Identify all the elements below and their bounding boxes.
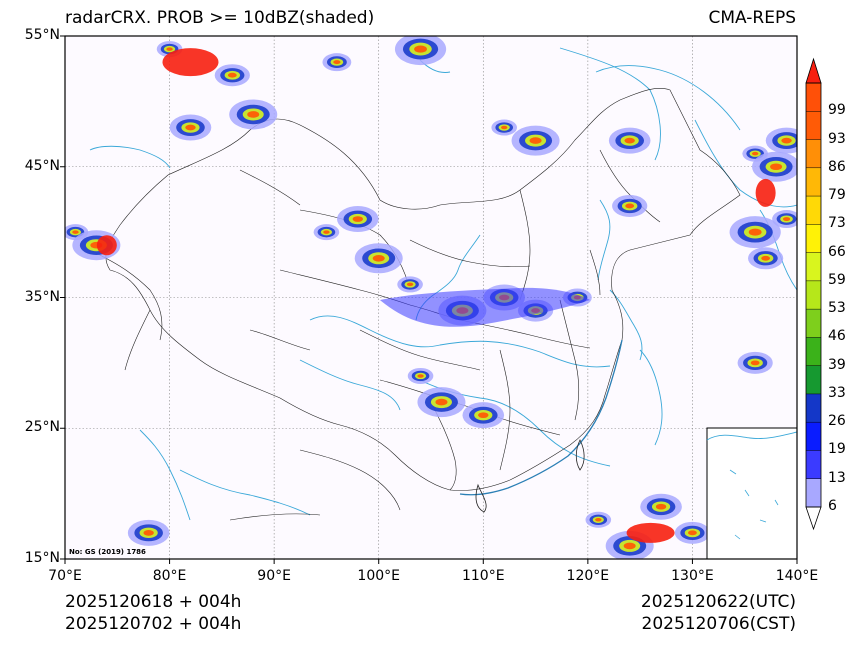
shade-peak <box>595 518 601 522</box>
colorbar-segment <box>806 224 821 252</box>
shade-peak <box>751 360 760 365</box>
colorbar-label: 93 <box>828 131 846 147</box>
latitude-label: 25°N <box>8 419 60 435</box>
shade-max <box>97 235 117 255</box>
shade-peak <box>166 47 172 51</box>
shade-peak <box>333 60 340 64</box>
colorbar-label: 86 <box>828 159 846 175</box>
colorbar-label: 99 <box>828 102 846 118</box>
shade-peak <box>323 230 329 234</box>
shade-peak <box>781 138 791 144</box>
valid-time-utc: 2025120622(UTC) <box>641 592 796 612</box>
shade-peak <box>501 126 507 130</box>
colorbar-segment <box>806 111 821 139</box>
longitude-label: 120°E <box>567 568 610 584</box>
shade-peak <box>770 163 782 170</box>
colorbar-segment <box>806 366 821 394</box>
longitude-label: 110°E <box>462 568 505 584</box>
latitude-label: 35°N <box>8 289 60 305</box>
shade-peak <box>373 255 385 262</box>
shade-peak <box>752 152 758 156</box>
shade-max <box>756 179 776 207</box>
shade-peak <box>624 138 634 144</box>
shade-peak <box>625 204 634 209</box>
shade-peak <box>72 230 78 234</box>
shade-peak <box>761 256 770 261</box>
shade-max <box>162 48 218 76</box>
colorbar-segment <box>806 83 821 111</box>
colorbar-label: 6 <box>828 498 837 514</box>
shade-peak <box>478 412 488 418</box>
south-china-sea-inset <box>707 428 797 559</box>
longitude-label: 100°E <box>357 568 400 584</box>
colorbar-segment <box>806 337 821 365</box>
colorbar-label: 33 <box>828 385 846 401</box>
init-time-cst: 2025120702 + 004h <box>65 614 241 634</box>
latitude-label: 15°N <box>8 550 60 566</box>
colorbar-label: 13 <box>828 470 846 486</box>
colorbar-top-arrow <box>806 59 821 83</box>
shade-peak <box>353 216 363 222</box>
longitude-label: 90°E <box>257 568 291 584</box>
colorbar-label: 59 <box>828 272 846 288</box>
shade-peak <box>417 374 423 378</box>
shade-peak <box>783 217 790 221</box>
init-time-utc: 2025120618 + 004h <box>65 592 241 612</box>
colorbar-segment <box>806 394 821 422</box>
shade-peak <box>414 46 427 53</box>
colorbar-label: 39 <box>828 357 846 373</box>
shade-peak <box>407 283 413 287</box>
longitude-label: 140°E <box>776 568 819 584</box>
colorbar-label: 19 <box>828 441 846 457</box>
shade-peak <box>624 543 636 550</box>
colorbar-bottom-arrow <box>806 507 821 529</box>
shade-peak <box>143 530 153 536</box>
colorbar-label: 26 <box>828 413 846 429</box>
colorbar-segment <box>806 309 821 337</box>
latitude-label: 55°N <box>8 27 60 43</box>
colorbar-label: 73 <box>828 215 846 231</box>
map-approval-note: No: GS (2019) 1786 <box>69 548 146 556</box>
shade-peak <box>749 229 762 236</box>
longitude-label: 130°E <box>671 568 714 584</box>
shade-peak <box>435 399 447 406</box>
colorbar-label: 79 <box>828 187 846 203</box>
longitude-label: 70°E <box>48 568 82 584</box>
shade-peak <box>185 125 195 131</box>
shade-max <box>627 523 675 543</box>
colorbar <box>806 59 821 529</box>
shade-peak <box>530 137 542 144</box>
longitude-label: 80°E <box>153 568 187 584</box>
colorbar-segment <box>806 422 821 450</box>
colorbar-label: 66 <box>828 244 846 260</box>
colorbar-segment <box>806 479 821 507</box>
colorbar-segment <box>806 196 821 224</box>
shade-peak <box>688 530 697 535</box>
colorbar-segment <box>806 168 821 196</box>
colorbar-label: 46 <box>828 328 846 344</box>
colorbar-segment <box>806 450 821 478</box>
colorbar-segment <box>806 140 821 168</box>
shade-peak <box>247 111 259 118</box>
shade-peak <box>656 504 666 510</box>
latitude-label: 45°N <box>8 158 60 174</box>
colorbar-segment <box>806 253 821 281</box>
shade-peak <box>228 73 237 78</box>
valid-time-cst: 2025120706(CST) <box>642 614 796 634</box>
colorbar-segment <box>806 281 821 309</box>
colorbar-label: 53 <box>828 300 846 316</box>
